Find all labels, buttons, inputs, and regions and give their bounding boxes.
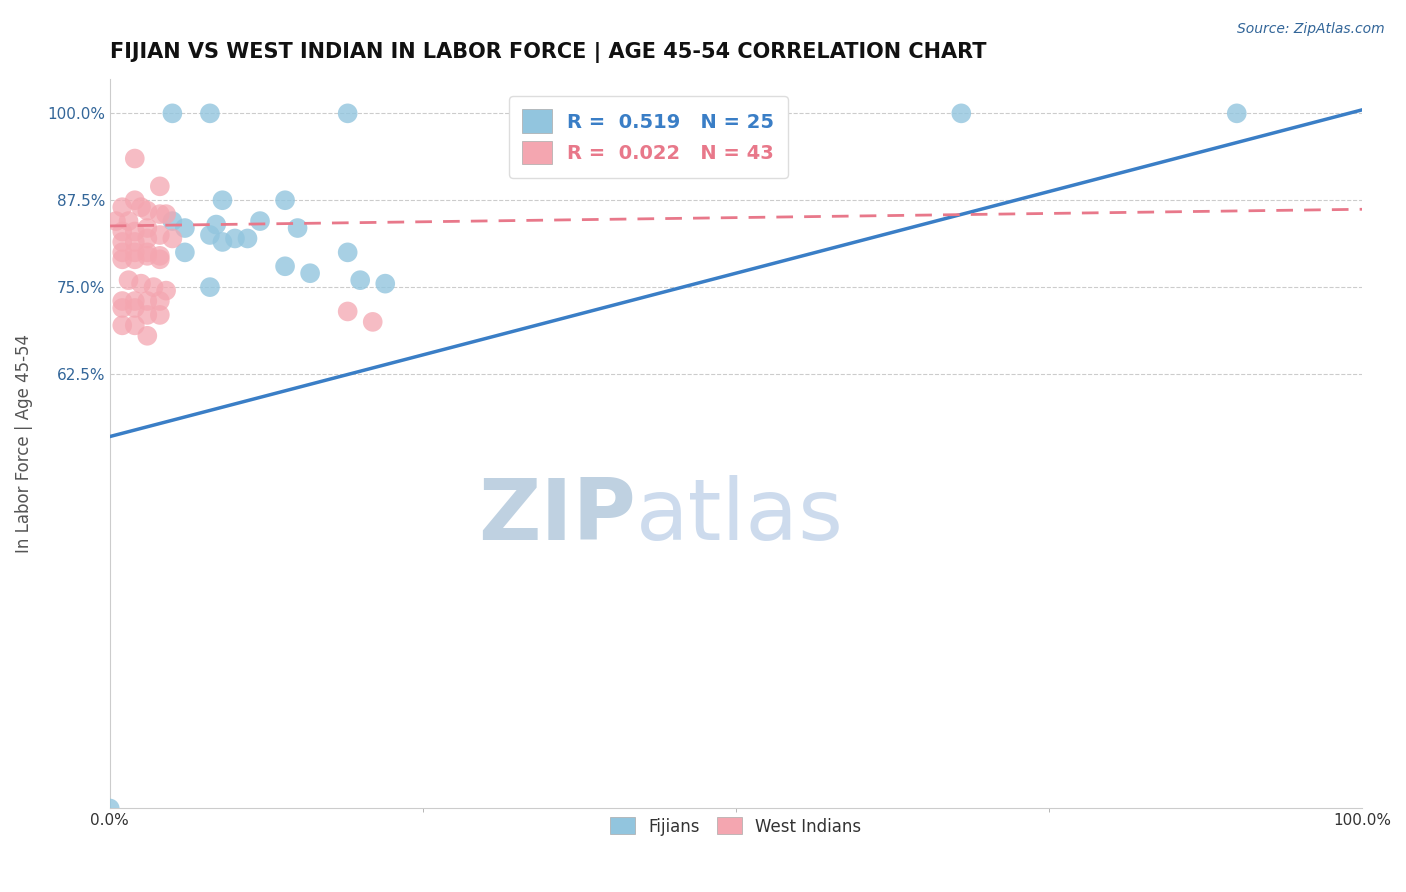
Point <box>249 214 271 228</box>
Text: Source: ZipAtlas.com: Source: ZipAtlas.com <box>1237 22 1385 37</box>
Point <box>155 207 177 221</box>
Point <box>336 106 359 120</box>
Point <box>149 227 172 242</box>
Point <box>149 207 172 221</box>
Point <box>162 214 184 228</box>
Point <box>374 277 396 291</box>
Point <box>136 203 159 218</box>
Point <box>136 221 159 235</box>
Point <box>1226 106 1249 120</box>
Point <box>149 252 172 267</box>
Point <box>142 280 165 294</box>
Point <box>111 301 134 315</box>
Point <box>361 315 384 329</box>
Point <box>162 106 184 120</box>
Point <box>336 304 359 318</box>
Point <box>198 106 221 120</box>
Point <box>149 179 172 194</box>
Point <box>124 235 146 249</box>
Point <box>129 277 152 291</box>
Point <box>129 200 152 214</box>
Point <box>136 245 159 260</box>
Point <box>211 235 233 249</box>
Point <box>149 293 172 308</box>
Point <box>98 801 121 815</box>
Point <box>124 293 146 308</box>
Point <box>111 235 134 249</box>
Point <box>136 328 159 343</box>
Point <box>287 221 309 235</box>
Point <box>149 308 172 322</box>
Point <box>236 231 259 245</box>
Point <box>117 273 139 287</box>
Point <box>124 245 146 260</box>
Point <box>173 245 195 260</box>
Point <box>198 280 221 294</box>
Point <box>173 221 195 235</box>
Point <box>124 318 146 333</box>
Point <box>274 193 297 207</box>
Point <box>124 301 146 315</box>
Point <box>124 252 146 267</box>
Point <box>117 214 139 228</box>
Point <box>224 231 246 245</box>
Point <box>124 193 146 207</box>
Legend: Fijians, West Indians: Fijians, West Indians <box>602 809 870 844</box>
Point <box>111 252 134 267</box>
Point <box>349 273 371 287</box>
Point <box>111 200 134 214</box>
Point <box>950 106 973 120</box>
Text: FIJIAN VS WEST INDIAN IN LABOR FORCE | AGE 45-54 CORRELATION CHART: FIJIAN VS WEST INDIAN IN LABOR FORCE | A… <box>110 42 986 62</box>
Point <box>162 231 184 245</box>
Text: ZIP: ZIP <box>478 475 636 558</box>
Point <box>211 193 233 207</box>
Point <box>336 245 359 260</box>
Point <box>111 245 134 260</box>
Point <box>124 152 146 166</box>
Text: atlas: atlas <box>636 475 844 558</box>
Point <box>124 225 146 239</box>
Point <box>111 225 134 239</box>
Point <box>155 284 177 298</box>
Point <box>111 318 134 333</box>
Point <box>136 293 159 308</box>
Point <box>299 266 322 280</box>
Point <box>205 218 228 232</box>
Point <box>149 249 172 263</box>
Point <box>198 227 221 242</box>
Point <box>274 260 297 274</box>
Point <box>724 106 747 120</box>
Point <box>105 214 128 228</box>
Point <box>111 293 134 308</box>
Point <box>136 231 159 245</box>
Point <box>136 249 159 263</box>
Point <box>136 308 159 322</box>
Y-axis label: In Labor Force | Age 45-54: In Labor Force | Age 45-54 <box>15 334 32 553</box>
